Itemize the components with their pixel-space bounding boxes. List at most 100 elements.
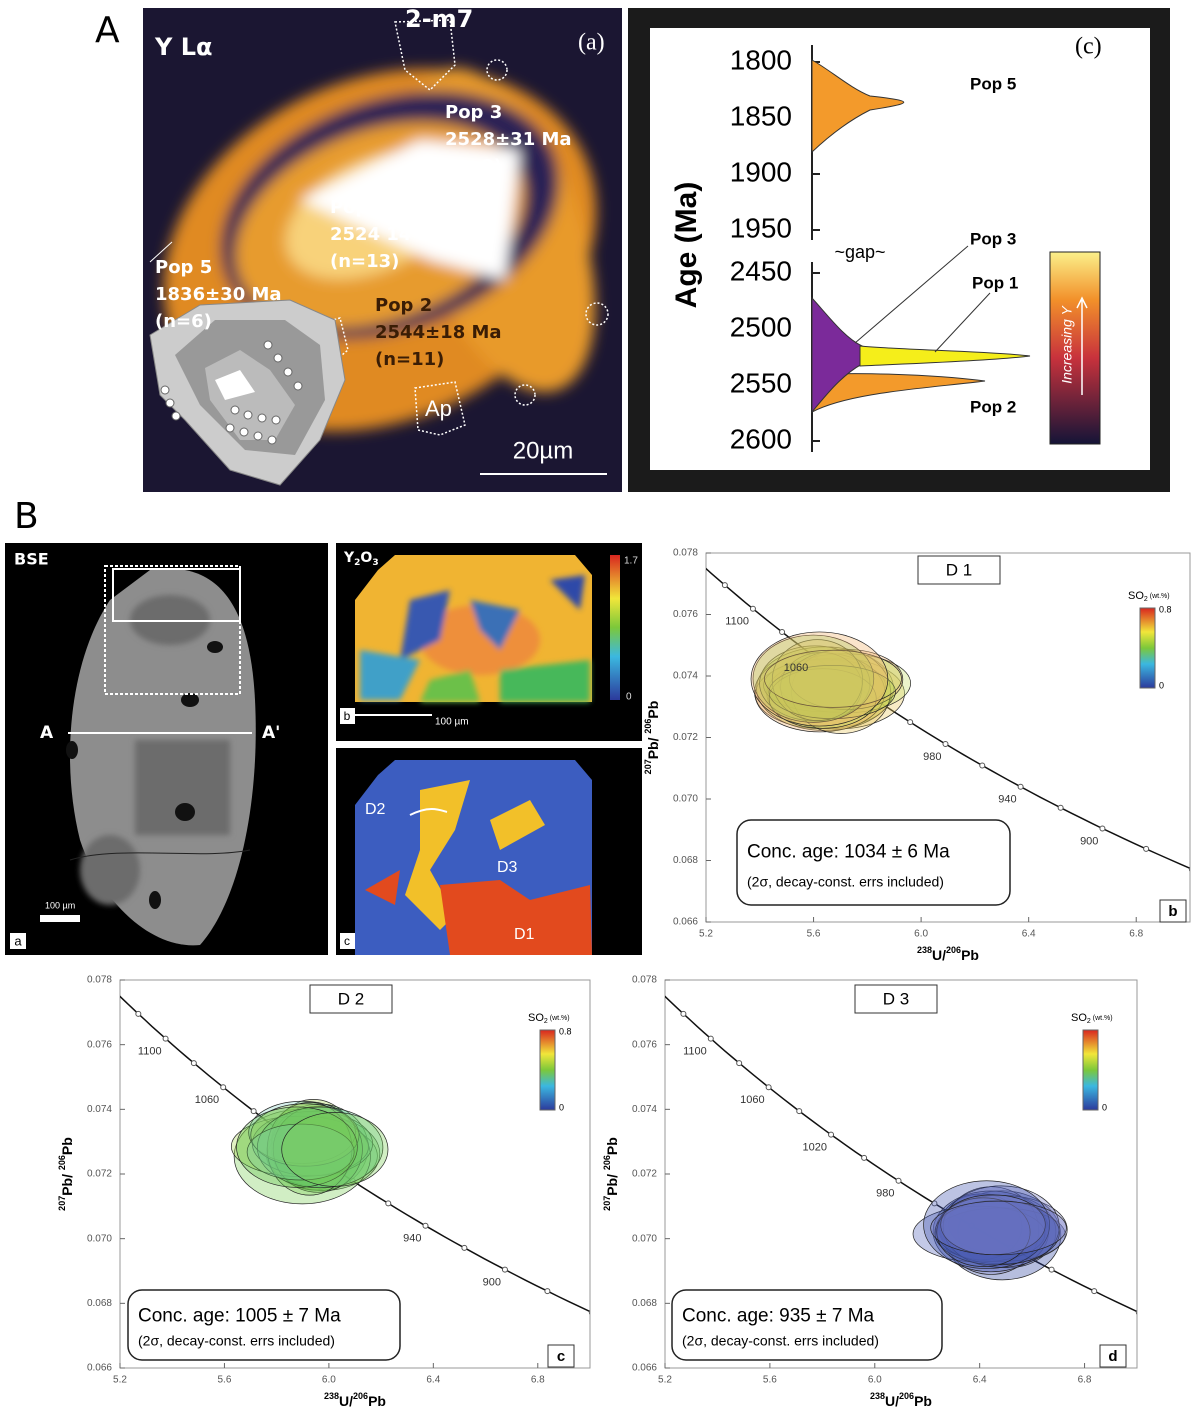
age-label: 1100 xyxy=(683,1046,707,1058)
error-ellipse xyxy=(266,1102,353,1196)
error-ellipse xyxy=(936,1197,1031,1267)
pop-label: Pop 1 xyxy=(972,273,1018,292)
y-tick-label: 0.068 xyxy=(87,1298,112,1309)
age-marker xyxy=(1091,1288,1098,1295)
population-label: 2544±18 Ma xyxy=(375,322,502,343)
age-marker xyxy=(736,1060,743,1067)
error-ellipse xyxy=(246,1123,355,1181)
colorbar-scale xyxy=(539,1029,556,1111)
age-marker xyxy=(461,1244,468,1251)
plot-content xyxy=(120,995,590,1315)
label-part: 206 xyxy=(602,1155,612,1170)
population-label: (n=6) xyxy=(155,311,212,332)
age-marker xyxy=(695,559,700,564)
x-axis-label: 238U/206Pb xyxy=(870,1391,932,1408)
age-marker xyxy=(220,1084,227,1091)
age-marker xyxy=(1183,1331,1188,1336)
tag-box xyxy=(1099,1344,1127,1368)
y-tick-label: 0.068 xyxy=(673,855,698,866)
y-tick-label: 0.070 xyxy=(632,1233,657,1244)
profile-label: A' xyxy=(262,723,280,743)
population-label: 2524 14 Ma xyxy=(330,224,448,245)
panel-tag: b xyxy=(344,709,351,723)
y-tick-label: 0.066 xyxy=(87,1363,112,1374)
age-marker xyxy=(1048,1266,1055,1273)
error-ellipse xyxy=(250,1103,360,1167)
y-tick-label: 0.074 xyxy=(673,671,698,682)
y-tick-label: 0.078 xyxy=(87,975,112,986)
scale-bar xyxy=(40,915,80,922)
title-part: 2 xyxy=(354,558,360,568)
x-axis-label: 238U/206Pb xyxy=(324,1391,386,1408)
x-tick-label: 5.6 xyxy=(763,1375,777,1386)
leader-line xyxy=(934,292,991,353)
y-axis-label: 207Pb/ 206Pb xyxy=(57,1137,74,1211)
domain-d1 xyxy=(365,870,400,905)
age-box xyxy=(127,1289,401,1361)
tag-box xyxy=(547,1344,575,1368)
error-ellipse xyxy=(939,1193,1023,1261)
age-marker xyxy=(721,582,728,589)
axis-label: Age (Ma) xyxy=(670,182,703,309)
population-label: (n=13) xyxy=(330,251,399,272)
age-marker xyxy=(544,1288,551,1295)
title-box xyxy=(309,984,393,1014)
x-tick-label: 6.0 xyxy=(868,1375,882,1386)
colorbar-min: 0 xyxy=(1102,1102,1107,1112)
box xyxy=(104,565,241,695)
error-ellipse xyxy=(750,631,889,727)
label-part: 238 xyxy=(917,945,932,955)
colorbar-min: 0 xyxy=(1159,680,1164,690)
domain-label: D1 xyxy=(514,926,535,943)
y-tick-label: 0.070 xyxy=(673,794,698,805)
age-marker xyxy=(968,1222,975,1229)
age-label: 900 xyxy=(1080,835,1098,847)
x-tick-label: 5.6 xyxy=(217,1375,231,1386)
population-label: 2528±31 Ma xyxy=(445,129,572,150)
age-marker xyxy=(1188,866,1190,872)
panel-tag: b xyxy=(1168,903,1177,920)
title-box xyxy=(917,555,1001,585)
x-tick-label: 6.4 xyxy=(1022,929,1036,940)
y-tick-label: 0.072 xyxy=(632,1169,657,1180)
label-part: Pb/ xyxy=(645,734,661,760)
y-map: Y Lα (a) 2-m7 Pop 3 2528±31 Ma (n=8) Pop 1 2… xyxy=(143,5,622,492)
age-marker xyxy=(895,1177,902,1184)
age-label: 1060 xyxy=(195,1094,219,1106)
tick-label: 2450 xyxy=(730,255,792,286)
colorbar: SO2 (wt.%)0.80 xyxy=(528,1012,572,1112)
label-part: 207 xyxy=(643,759,653,774)
arrow xyxy=(1076,296,1088,395)
leader-line xyxy=(854,245,969,344)
spot-label: 2-m7 xyxy=(405,5,473,33)
pop-label: Pop 5 xyxy=(970,74,1016,93)
error-ellipse xyxy=(930,1200,1067,1256)
panel-tag: c xyxy=(344,934,350,948)
error-ellipse xyxy=(236,1106,358,1188)
arrow xyxy=(409,808,448,816)
title-box xyxy=(854,984,938,1014)
y-tick-label: 0.070 xyxy=(87,1233,112,1244)
age-marker xyxy=(1099,825,1106,832)
age-marker xyxy=(135,1010,142,1017)
age-marker xyxy=(1007,1244,1014,1251)
y-tick-label: 0.076 xyxy=(632,1039,657,1050)
concordia-age: Conc. age: 935 ± 7 Ma xyxy=(682,1306,875,1327)
image-title: BSE xyxy=(14,550,49,569)
title-part: 3 xyxy=(372,558,378,568)
age-marker xyxy=(1057,804,1064,811)
title-part: O xyxy=(360,550,372,566)
age-note: (2σ, decay-const. errs included) xyxy=(138,1333,335,1349)
label-part: U/ xyxy=(932,947,946,963)
colorbar-scale xyxy=(1139,607,1156,689)
title-part: Y xyxy=(343,550,355,566)
x-tick-label: 5.2 xyxy=(113,1375,127,1386)
y-tick-label: 0.074 xyxy=(87,1104,112,1115)
age-label: 980 xyxy=(876,1188,894,1200)
colorbar-max: 0.8 xyxy=(559,1026,572,1036)
age-marker xyxy=(669,535,674,540)
panel-tag: a xyxy=(14,933,22,948)
age-note: (2σ, decay-const. errs included) xyxy=(747,874,944,890)
label-part: 238 xyxy=(324,1391,339,1401)
domain-map: D2 D3 D1 c xyxy=(336,748,642,955)
